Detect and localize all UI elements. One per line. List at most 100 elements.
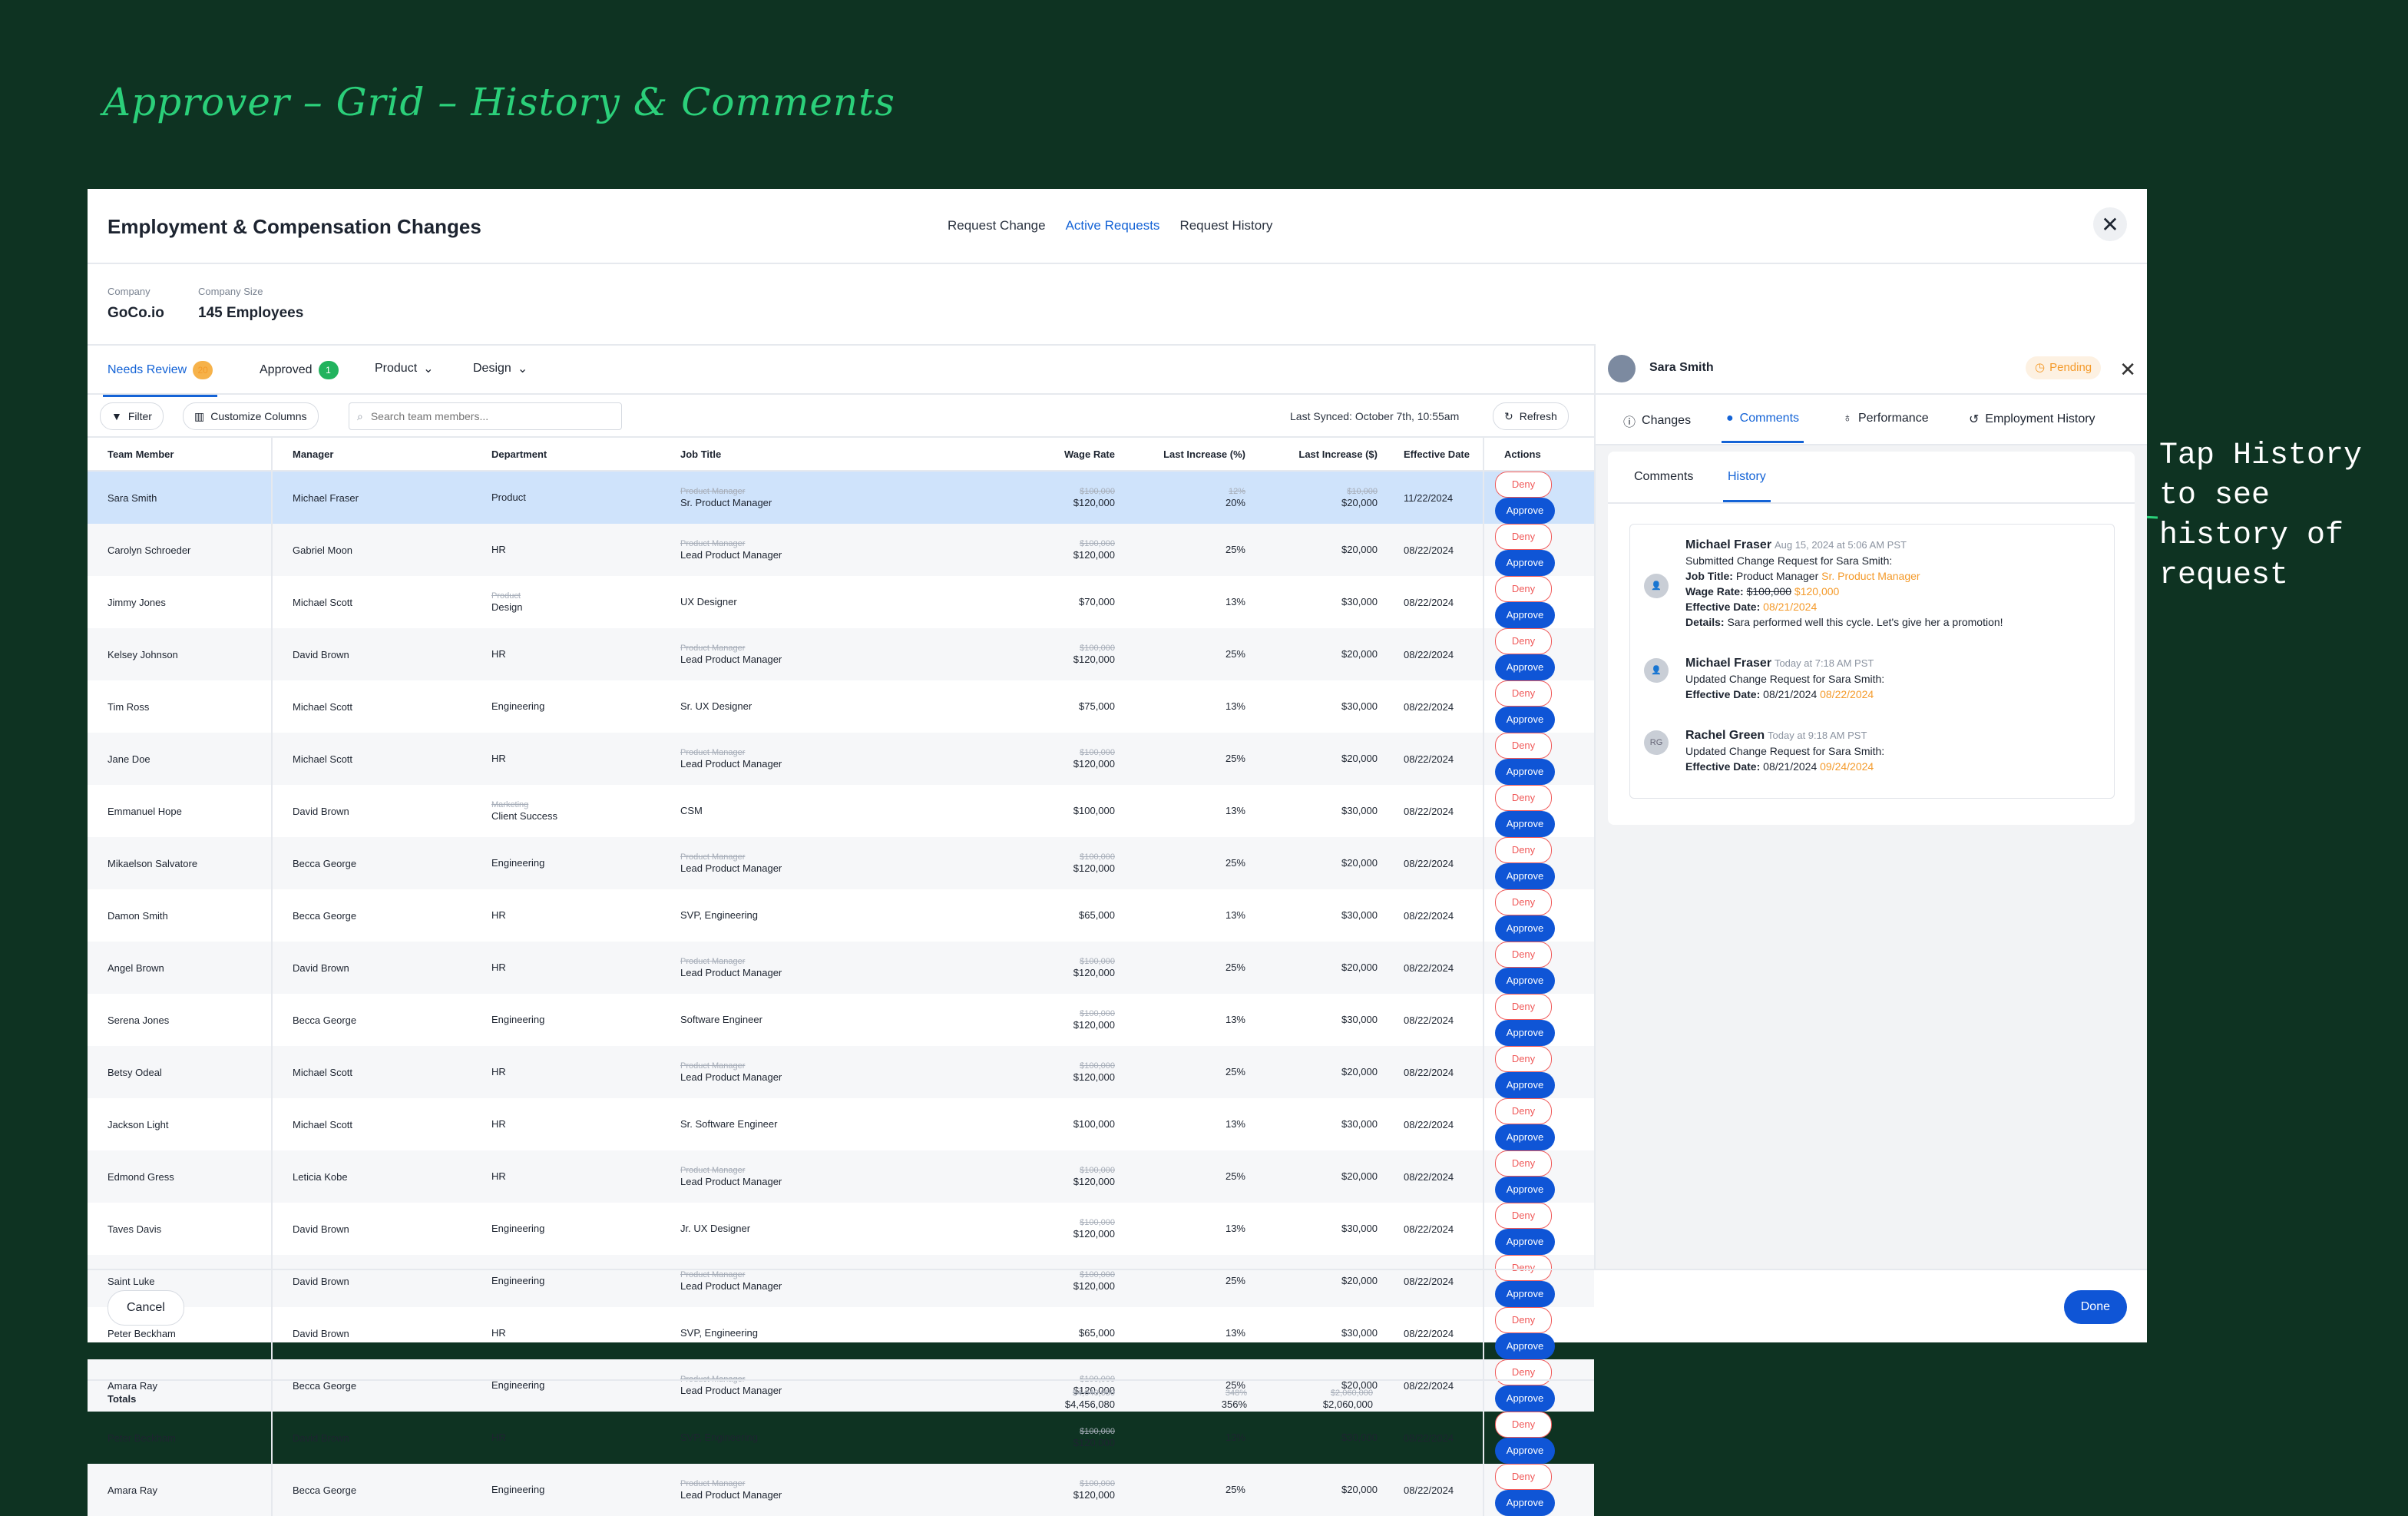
table-row[interactable]: Betsy Odeal Michael Scott HR Product Manage… xyxy=(88,1046,1594,1098)
history-list: 👤 Michael Fraser Aug 15, 2024 at 5:06 AM… xyxy=(1629,524,2115,799)
table-row[interactable]: Jackson Light Michael Scott HR Sr. Software… xyxy=(88,1098,1594,1150)
column-header[interactable]: Last Increase ($) xyxy=(1252,436,1384,472)
deny-button[interactable]: Deny xyxy=(1495,680,1552,707)
cell-team-member: Peter Beckham xyxy=(108,1327,176,1339)
deny-button[interactable]: Deny xyxy=(1495,1098,1552,1124)
approve-button[interactable]: Approve xyxy=(1495,915,1555,942)
table-row[interactable]: Tim Ross Michael Scott Engineering Sr. UX D… xyxy=(88,680,1594,733)
cell-manager: David Brown xyxy=(271,1412,471,1464)
column-header[interactable]: Wage Rate xyxy=(911,436,1121,472)
approve-button[interactable]: Approve xyxy=(1495,1281,1555,1307)
table-row[interactable]: Jane Doe Michael Scott HR Product Manager Le… xyxy=(88,733,1594,785)
table-row[interactable]: Kelsey Johnson David Brown HR Product Manag… xyxy=(88,628,1594,680)
increase-amt-new: $30,000 xyxy=(1341,1432,1378,1443)
column-header[interactable]: Last Increase (%) xyxy=(1121,436,1252,472)
table-row[interactable]: Carolyn Schroeder Gabriel Moon HR Product M… xyxy=(88,524,1594,576)
deny-button[interactable]: Deny xyxy=(1495,1464,1552,1490)
customize-columns-button[interactable]: ▥ Customize Columns xyxy=(183,402,319,430)
deny-button[interactable]: Deny xyxy=(1495,942,1552,968)
approve-button[interactable]: Approve xyxy=(1495,550,1555,576)
table-row[interactable]: Taves Davis David Brown Engineering Jr. UX … xyxy=(88,1203,1594,1255)
deny-button[interactable]: Deny xyxy=(1495,1046,1552,1072)
tab-performance[interactable]: ♁ Performance xyxy=(1843,412,1929,425)
table-row[interactable]: Jimmy Jones Michael Scott Product Design UX … xyxy=(88,576,1594,628)
deny-button[interactable]: Deny xyxy=(1495,837,1552,863)
close-icon[interactable]: ✕ xyxy=(2119,358,2136,381)
search-input[interactable] xyxy=(369,409,621,423)
approve-button[interactable]: Approve xyxy=(1495,863,1555,889)
done-button[interactable]: Done xyxy=(2063,1290,2127,1324)
deny-button[interactable]: Deny xyxy=(1495,1203,1552,1229)
approve-button[interactable]: Approve xyxy=(1495,1490,1555,1516)
deny-button[interactable]: Deny xyxy=(1495,576,1552,602)
deny-button[interactable]: Deny xyxy=(1495,472,1552,498)
approve-button[interactable]: Approve xyxy=(1495,1177,1555,1203)
deny-button[interactable]: Deny xyxy=(1495,524,1552,550)
table-row[interactable]: Saint Luke David Brown Engineering Product … xyxy=(88,1255,1594,1307)
column-header[interactable]: Department xyxy=(471,436,660,472)
cell-last-increase-amt: $20,000 xyxy=(1252,1150,1384,1203)
deny-button[interactable]: Deny xyxy=(1495,1307,1552,1333)
tab-approved[interactable]: Approved 1 xyxy=(260,361,339,379)
deny-button[interactable]: Deny xyxy=(1495,628,1552,654)
deny-button[interactable]: Deny xyxy=(1495,1255,1552,1281)
increase-amt-new: $30,000 xyxy=(1341,1223,1378,1234)
approve-button[interactable]: Approve xyxy=(1495,759,1555,785)
filter-button[interactable]: ▼ Filter xyxy=(100,402,164,430)
cell-last-increase-pct: 13% xyxy=(1121,1412,1252,1464)
approve-button[interactable]: Approve xyxy=(1495,1020,1555,1046)
cancel-button[interactable]: Cancel xyxy=(108,1290,184,1326)
deny-button[interactable]: Deny xyxy=(1495,1359,1552,1385)
tab-request-change[interactable]: Request Change xyxy=(948,218,1046,233)
approve-button[interactable]: Approve xyxy=(1495,707,1555,733)
deny-button[interactable]: Deny xyxy=(1495,889,1552,915)
deny-button[interactable]: Deny xyxy=(1495,1150,1552,1177)
product-dropdown[interactable]: Product ⌄ xyxy=(375,361,434,376)
approve-button[interactable]: Approve xyxy=(1495,1385,1555,1412)
table-row[interactable]: Emmanuel Hope David Brown Marketing Client … xyxy=(88,785,1594,837)
table-row[interactable]: Amara Ray Becca George Engineering Product … xyxy=(88,1464,1594,1516)
approve-button[interactable]: Approve xyxy=(1495,602,1555,628)
approve-button[interactable]: Approve xyxy=(1495,1072,1555,1098)
job-title-new: Lead Product Manager xyxy=(680,862,782,874)
approve-button[interactable]: Approve xyxy=(1495,654,1555,680)
column-header[interactable]: Effective Date xyxy=(1384,436,1484,472)
table-row[interactable]: Mikaelson Salvatore Becca George Engineeri… xyxy=(88,837,1594,889)
cell-manager: Becca George xyxy=(271,994,471,1046)
totals-label: Totals xyxy=(108,1393,137,1405)
tab-employment-history[interactable]: ↺ Employment History xyxy=(1969,412,2095,427)
approve-button[interactable]: Approve xyxy=(1495,1438,1555,1464)
table-row[interactable]: Serena Jones Becca George Engineering Softw… xyxy=(88,994,1594,1046)
deny-button[interactable]: Deny xyxy=(1495,994,1552,1020)
tab-request-history[interactable]: Request History xyxy=(1179,218,1273,233)
column-header[interactable]: Job Title xyxy=(660,436,911,472)
table-row[interactable]: Angel Brown David Brown HR Product Manager L… xyxy=(88,942,1594,994)
table-row[interactable]: Peter Beckham David Brown HR SVP, Engineeri… xyxy=(88,1412,1594,1464)
column-header[interactable]: Manager xyxy=(271,436,471,472)
tab-changes[interactable]: ⓘ Changes xyxy=(1623,412,1691,430)
deny-button[interactable]: Deny xyxy=(1495,1412,1552,1438)
subtab-history[interactable]: History xyxy=(1723,470,1771,502)
tab-needs-review[interactable]: Needs Review 20 xyxy=(102,361,218,397)
close-icon[interactable]: ✕ xyxy=(2093,207,2127,241)
subtab-comments[interactable]: Comments xyxy=(1634,470,1694,483)
approve-button[interactable]: Approve xyxy=(1495,498,1555,524)
deny-button[interactable]: Deny xyxy=(1495,785,1552,811)
search-icon: ⌕ xyxy=(357,409,363,422)
table-row[interactable]: Edmond Gress Leticia Kobe HR Product Manage… xyxy=(88,1150,1594,1203)
approve-button[interactable]: Approve xyxy=(1495,811,1555,837)
column-header[interactable]: Team Member xyxy=(88,436,272,472)
design-dropdown[interactable]: Design ⌄ xyxy=(473,361,528,376)
approve-button[interactable]: Approve xyxy=(1495,968,1555,994)
tab-active-requests[interactable]: Active Requests xyxy=(1065,218,1160,233)
approve-button[interactable]: Approve xyxy=(1495,1333,1555,1359)
table-row[interactable]: Peter Beckham David Brown HR SVP, Engineeri… xyxy=(88,1307,1594,1359)
table-row[interactable]: Sara Smith Michael Fraser Product Product M… xyxy=(88,471,1594,524)
approve-button[interactable]: Approve xyxy=(1495,1124,1555,1150)
table-row[interactable]: Damon Smith Becca George HR SVP, Engineerin… xyxy=(88,889,1594,942)
refresh-button[interactable]: ↻ Refresh xyxy=(1493,402,1569,430)
deny-button[interactable]: Deny xyxy=(1495,733,1552,759)
table-row[interactable]: Amara Ray Becca George Engineering Product … xyxy=(88,1359,1594,1412)
approve-button[interactable]: Approve xyxy=(1495,1229,1555,1255)
tab-comments[interactable]: ● Comments xyxy=(1721,412,1804,443)
